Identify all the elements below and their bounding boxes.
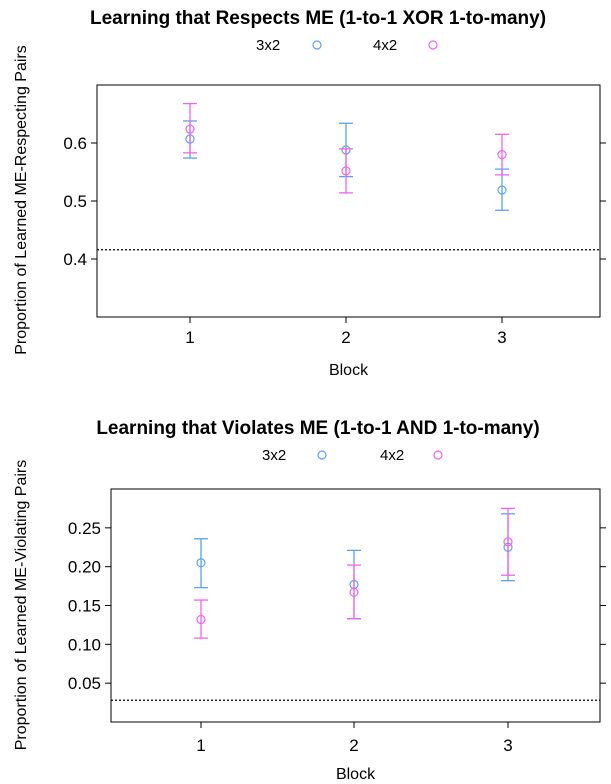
legend-marker-3x2: [312, 40, 322, 50]
data-point-4x2-block-2: [341, 166, 351, 176]
data-point-4x2-block-1: [196, 614, 206, 625]
legend-label-3x2: 3x2: [262, 447, 286, 464]
y-axis-label: Proportion of Learned ME-Violating Pairs: [13, 460, 30, 751]
legend-marker-4x2: [433, 450, 443, 460]
y-tick-label: 0.4: [63, 250, 87, 269]
x-tick-label: 3: [497, 328, 506, 347]
legend-label-3x2: 3x2: [256, 37, 280, 54]
data-point-3x2-block-1: [196, 558, 206, 568]
x-axis-label: Block: [329, 362, 369, 379]
x-tick-label: 2: [341, 328, 350, 347]
x-tick-label: 1: [196, 736, 205, 755]
legend-label-4x2: 4x2: [373, 37, 397, 54]
chart-panel-2: Learning that Violates ME (1-to-1 AND 1-…: [13, 418, 606, 783]
y-tick-label: 0.10: [68, 635, 101, 654]
data-point-4x2-block-3: [497, 150, 507, 160]
y-axis-label: Proportion of Learned ME-Respecting Pair…: [13, 45, 30, 355]
y-tick-label: 0.5: [63, 192, 87, 211]
legend-marker-4x2: [428, 40, 438, 50]
chart-panel-1: Learning that Respects ME (1-to-1 XOR 1-…: [13, 8, 606, 379]
legend-label-4x2: 4x2: [380, 447, 404, 464]
x-tick-label: 2: [349, 736, 358, 755]
plot-frame: [110, 488, 601, 723]
y-tick-label: 0.6: [63, 134, 87, 153]
data-point-4x2-block-2: [349, 587, 359, 597]
y-tick-label: 0.05: [68, 674, 101, 693]
y-tick-label: 0.20: [68, 558, 101, 577]
x-axis-label: Block: [336, 766, 376, 783]
x-tick-label: 1: [185, 328, 194, 347]
data-point-4x2-block-3: [503, 537, 513, 547]
y-tick-label: 0.15: [68, 597, 101, 616]
chart-title: Learning that Respects ME (1-to-1 XOR 1-…: [90, 8, 546, 29]
x-tick-label: 3: [503, 736, 512, 755]
y-tick-label: 0.25: [68, 519, 101, 538]
plot-frame: [96, 84, 601, 318]
data-point-3x2-block-3: [497, 185, 507, 195]
data-point-4x2-block-1: [185, 124, 195, 134]
chart-title: Learning that Violates ME (1-to-1 AND 1-…: [96, 418, 539, 439]
legend-marker-3x2: [317, 450, 327, 460]
